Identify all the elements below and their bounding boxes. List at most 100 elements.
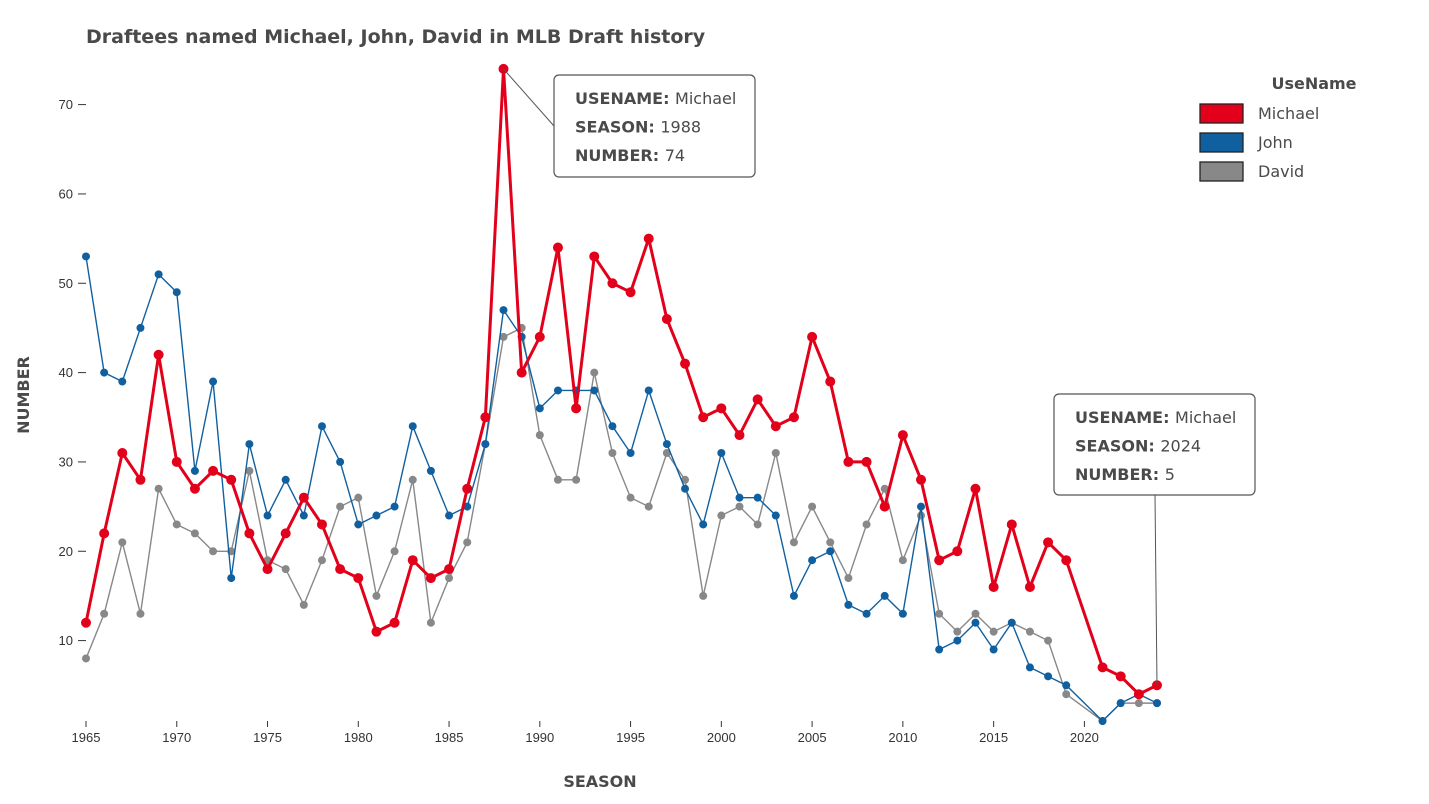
data-point-john: [699, 520, 708, 529]
data-point-michael: [1115, 671, 1126, 682]
data-point-michael: [1024, 582, 1035, 592]
data-point-david: [590, 368, 599, 377]
data-point-michael: [970, 483, 981, 494]
data-point-michael: [480, 412, 491, 423]
data-point-john: [408, 422, 417, 431]
data-point-michael: [516, 367, 527, 378]
data-point-david: [917, 511, 926, 520]
data-point-michael: [444, 564, 455, 575]
data-point-david: [989, 627, 998, 636]
data-point-michael: [425, 573, 436, 584]
data-point-michael: [1043, 537, 1054, 548]
x-axis: 1965 1970 1975 1980 1985 1990 1995 2000 2005 2010…: [72, 721, 1099, 745]
data-point-john: [1007, 618, 1016, 627]
data-point-david: [82, 654, 90, 663]
data-point-john: [753, 493, 762, 502]
data-point-john: [971, 618, 980, 627]
data-point-john: [263, 511, 272, 520]
series-john: [82, 252, 1161, 725]
data-point-michael: [807, 331, 818, 342]
x-tick-label: 1970: [162, 730, 191, 745]
data-point-michael: [861, 456, 872, 467]
tooltip-row: NUMBER: 5: [1075, 465, 1175, 484]
data-point-david: [735, 502, 744, 511]
data-point-david: [862, 520, 871, 529]
tooltip-pointer: [1154, 494, 1158, 686]
data-point-john: [681, 484, 690, 493]
data-point-michael: [208, 465, 219, 476]
data-point-michael: [298, 492, 309, 503]
x-tick-label: 1985: [435, 730, 464, 745]
data-point-john: [100, 368, 109, 377]
data-point-john: [662, 440, 671, 449]
tooltip-pointer: [503, 68, 555, 127]
tooltip-row: USENAME: Michael: [575, 89, 736, 108]
data-point-david: [935, 609, 944, 618]
data-point-john: [717, 449, 726, 457]
data-point-david: [681, 475, 690, 484]
data-point-david: [898, 556, 907, 565]
data-point-john: [1153, 699, 1161, 708]
data-point-john: [1044, 672, 1053, 681]
y-tick-label: 20: [59, 544, 73, 559]
data-point-john: [336, 457, 345, 466]
legend-swatch-david: [1199, 161, 1244, 182]
tooltip-row: SEASON: 1988: [575, 118, 701, 137]
data-point-john: [281, 475, 290, 484]
data-point-david: [553, 475, 562, 484]
y-tick-label: 30: [59, 454, 73, 469]
data-point-john: [789, 591, 798, 600]
data-point-david: [572, 475, 581, 484]
y-tick-label: 50: [59, 276, 73, 291]
data-point-john: [481, 440, 490, 449]
data-point-michael: [1097, 662, 1108, 673]
data-point-michael: [171, 456, 182, 467]
data-point-david: [100, 609, 109, 618]
x-tick-label: 1975: [253, 730, 282, 745]
y-tick-label: 40: [59, 365, 73, 380]
data-point-david: [626, 493, 635, 502]
chart-title: Draftees named Michael, John, David in M…: [86, 26, 706, 48]
data-point-john: [1062, 681, 1071, 690]
data-point-michael: [643, 233, 654, 244]
data-point-david: [662, 449, 671, 457]
data-point-david: [535, 431, 544, 440]
data-point-john: [390, 502, 399, 511]
data-point-john: [354, 520, 363, 529]
x-axis-title: SEASON: [563, 772, 636, 791]
data-point-david: [789, 538, 798, 547]
y-tick-label: 60: [59, 186, 73, 201]
data-point-david: [826, 538, 835, 547]
data-point-david: [426, 618, 435, 627]
data-point-john: [209, 377, 218, 386]
data-point-david: [299, 600, 308, 609]
data-point-david: [281, 565, 290, 574]
data-point-john: [445, 511, 454, 520]
data-point-david: [644, 502, 653, 511]
data-point-john: [989, 645, 998, 654]
x-tick-label: 1995: [616, 730, 645, 745]
data-point-david: [354, 493, 363, 502]
data-point-michael: [189, 483, 200, 494]
y-tick-label: 70: [59, 97, 73, 112]
tooltip-box: [1053, 393, 1256, 496]
data-point-john: [190, 466, 199, 475]
data-point-john: [935, 645, 944, 654]
tooltip-row: USENAME: Michael: [1075, 408, 1236, 427]
series-david: [82, 323, 1161, 725]
data-point-john: [626, 449, 635, 457]
data-point-michael: [371, 626, 382, 637]
data-point-david: [771, 449, 780, 457]
data-point-david: [953, 627, 962, 636]
legend-label-david: David: [1258, 162, 1304, 181]
data-point-michael: [843, 456, 854, 467]
data-point-john: [735, 493, 744, 502]
data-point-michael: [1006, 519, 1017, 530]
data-point-michael: [99, 528, 110, 539]
data-point-john: [499, 306, 508, 315]
data-point-david: [136, 609, 145, 618]
data-point-david: [1134, 699, 1143, 708]
data-point-john: [844, 600, 853, 609]
data-point-john: [154, 270, 163, 279]
